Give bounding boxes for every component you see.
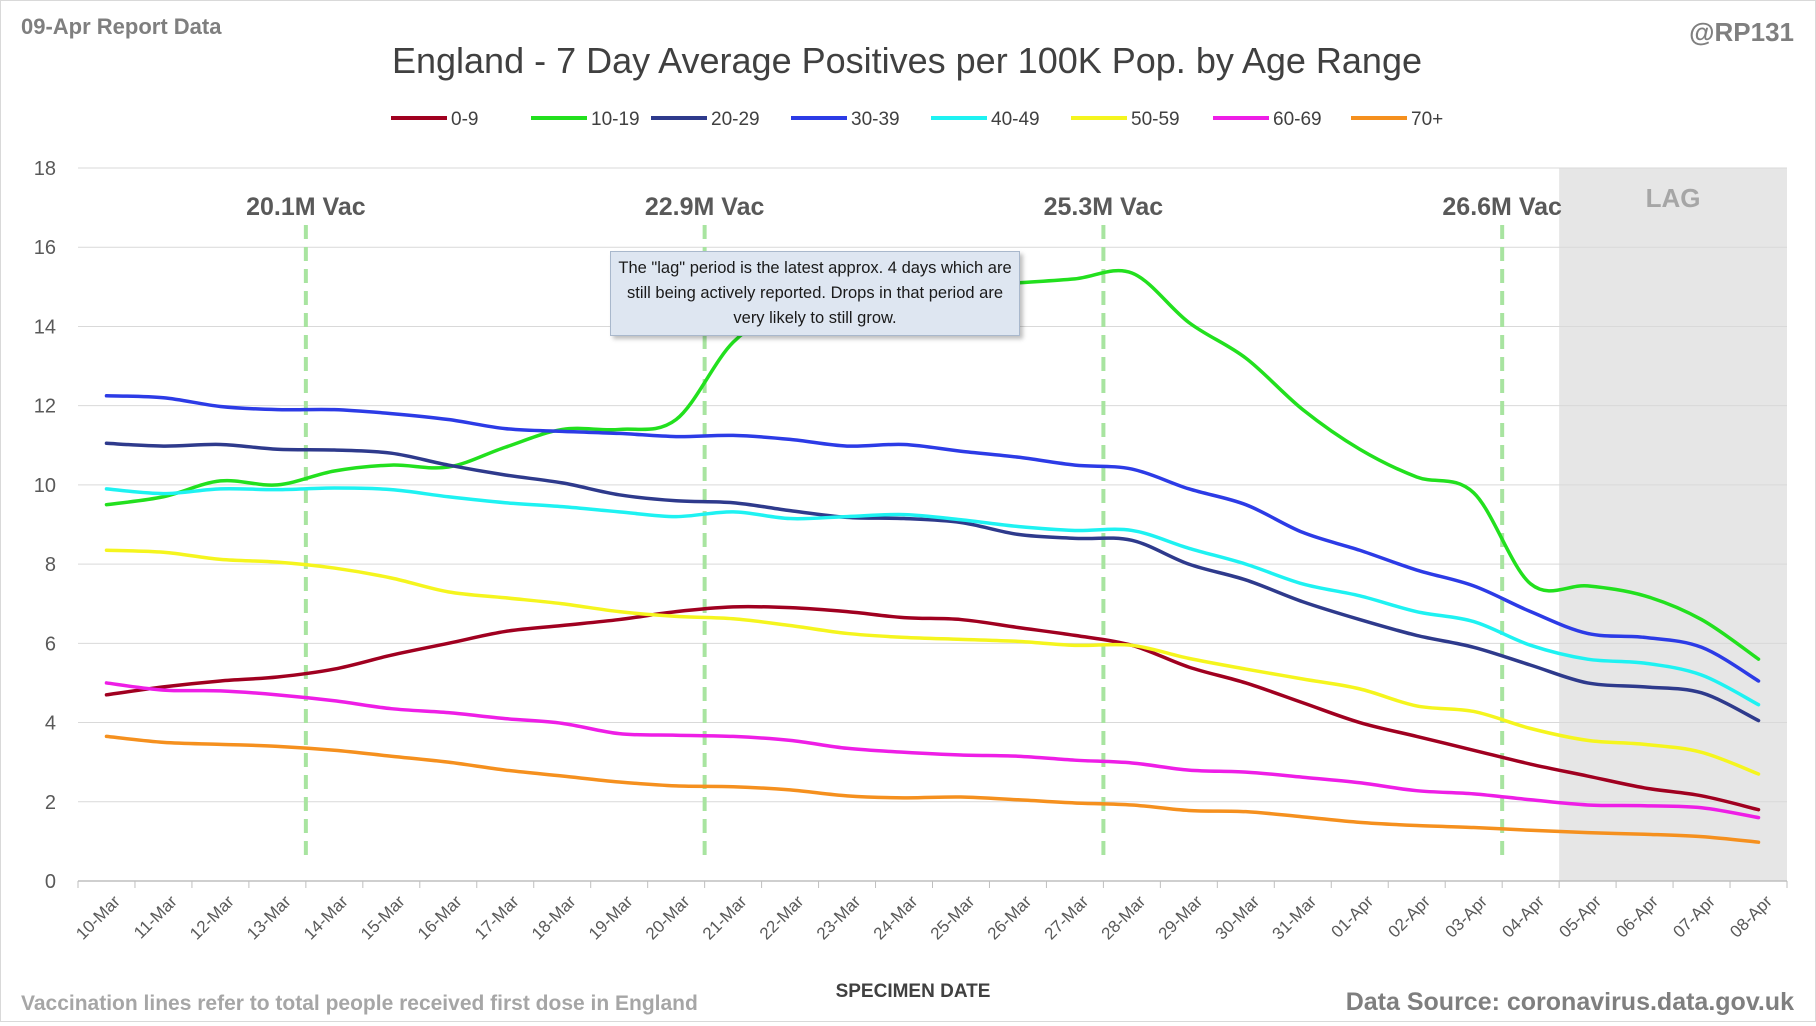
series-line-70+ — [104, 734, 1761, 844]
x-tick-label: 24-Mar — [870, 892, 922, 944]
y-tick-label: 8 — [45, 554, 56, 576]
x-tick-label: 25-Mar — [927, 892, 979, 944]
x-tick-label: 15-Mar — [357, 892, 409, 944]
x-tick-label: 18-Mar — [528, 892, 580, 944]
x-tick-label: 17-Mar — [471, 892, 523, 944]
vaccination-label: 26.6M Vac — [1442, 193, 1562, 221]
x-tick-label: 13-Mar — [243, 892, 295, 944]
legend-label: 10-19 — [591, 109, 640, 130]
series-line-60-69 — [104, 681, 1761, 820]
y-tick-label: 2 — [45, 792, 56, 814]
y-tick-label: 18 — [34, 158, 56, 180]
x-tick-label: 20-Mar — [642, 892, 694, 944]
x-tick-label: 10-Mar — [72, 892, 124, 944]
x-tick-label: 07-Apr — [1669, 892, 1719, 942]
x-tick-label: 21-Mar — [699, 892, 751, 944]
y-tick-label: 6 — [45, 633, 56, 655]
series-line-50-59 — [104, 548, 1761, 776]
x-tick-label: 28-Mar — [1098, 892, 1150, 944]
x-tick-label: 27-Mar — [1041, 892, 1093, 944]
vaccination-label: 22.9M Vac — [645, 193, 765, 221]
legend-label: 0-9 — [451, 109, 478, 130]
x-tick-label: 02-Apr — [1385, 892, 1435, 942]
y-tick-label: 16 — [34, 237, 56, 259]
series-line-30-39 — [104, 394, 1761, 683]
x-tick-label: 06-Apr — [1612, 892, 1662, 942]
x-tick-label: 05-Apr — [1555, 892, 1605, 942]
x-tick-label: 04-Apr — [1498, 892, 1548, 942]
data-source: Data Source: coronavirus.data.gov.uk — [1346, 988, 1794, 1016]
x-tick-label: 30-Mar — [1212, 892, 1264, 944]
footer-note: Vaccination lines refer to total people … — [21, 992, 698, 1015]
x-tick-label: 31-Mar — [1269, 892, 1321, 944]
x-tick-label: 16-Mar — [414, 892, 466, 944]
report-label: 09-Apr Report Data — [21, 14, 222, 39]
y-tick-label: 4 — [45, 713, 56, 735]
lag-note-box: The "lag" period is the latest approx. 4… — [610, 251, 1020, 336]
x-tick-label: 14-Mar — [300, 892, 352, 944]
x-tick-label: 23-Mar — [813, 892, 865, 944]
legend-label: 70+ — [1411, 109, 1443, 130]
x-tick-label: 08-Apr — [1726, 892, 1776, 942]
handle-label: @RP131 — [1689, 17, 1794, 47]
series-line-20-29 — [104, 441, 1761, 723]
x-tick-label: 12-Mar — [186, 892, 238, 944]
lag-region — [1559, 168, 1787, 881]
lag-label: LAG — [1646, 183, 1701, 213]
x-tick-label: 26-Mar — [984, 892, 1036, 944]
series-line-40-49 — [104, 486, 1761, 707]
legend: 0-9 10-19 20-29 30-39 40-49 50-59 60-69 70+ — [391, 109, 1443, 130]
x-tick-label: 19-Mar — [585, 892, 637, 944]
chart-title: England - 7 Day Average Positives per 10… — [392, 40, 1422, 81]
x-tick-label: 29-Mar — [1155, 892, 1207, 944]
x-tick-label: 11-Mar — [130, 892, 181, 943]
series-line-0-9 — [104, 604, 1761, 812]
vaccination-label: 25.3M Vac — [1044, 193, 1164, 221]
x-axis-label: SPECIMEN DATE — [836, 981, 991, 1002]
y-tick-label: 0 — [45, 871, 56, 893]
y-tick-label: 10 — [34, 475, 56, 497]
legend-label: 60-69 — [1273, 109, 1322, 130]
y-tick-label: 14 — [34, 316, 56, 338]
legend-label: 40-49 — [991, 109, 1040, 130]
x-tick-label: 03-Apr — [1441, 892, 1491, 942]
legend-label: 30-39 — [851, 109, 900, 130]
vaccination-label: 20.1M Vac — [246, 193, 366, 221]
x-tick-label: 01-Apr — [1328, 892, 1378, 942]
x-tick-label: 22-Mar — [756, 892, 808, 944]
legend-label: 20-29 — [711, 109, 760, 130]
y-tick-label: 12 — [34, 396, 56, 418]
legend-label: 50-59 — [1131, 109, 1180, 130]
